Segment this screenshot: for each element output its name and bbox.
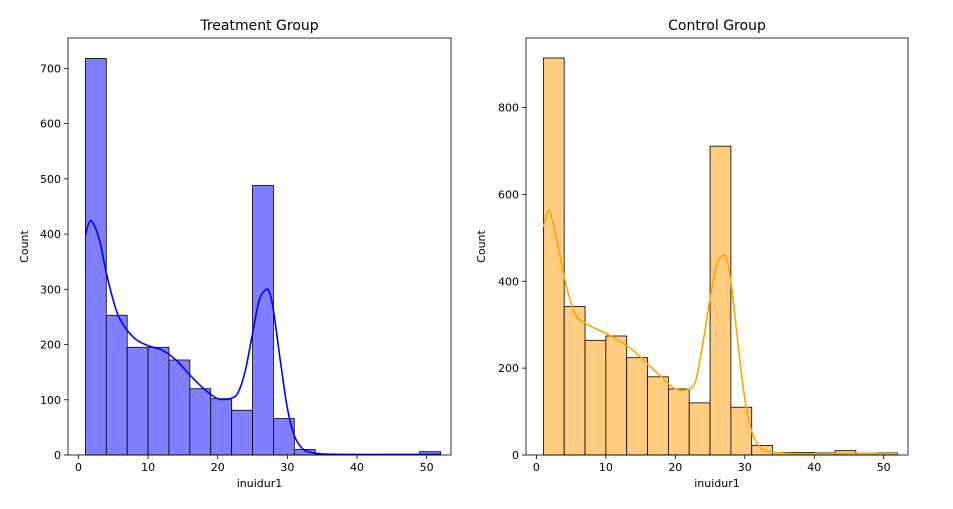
treatment-kde-curve [84, 219, 441, 456]
treatment-y-tick-label: 200 [40, 339, 61, 352]
treatment-histogram-bar [231, 409, 253, 456]
control-x-axis-label: inuidur1 [694, 477, 740, 490]
treatment-y-axis-label: Count [18, 229, 31, 262]
control-x-tick-label: 30 [738, 461, 752, 474]
control-y-tick-label: 600 [498, 188, 519, 201]
treatment-x-tick-label: 50 [420, 461, 434, 474]
control-y-ticks: 0 200 400 600 800 [498, 102, 526, 462]
control-histogram-bar [605, 335, 628, 456]
treatment-histogram-bar [105, 314, 128, 456]
treatment-y-tick-label: 100 [40, 394, 61, 407]
treatment-x-ticks: 0 10 20 30 40 50 [75, 455, 434, 474]
control-histogram-bar [751, 445, 773, 456]
treatment-y-tick-label: 700 [40, 62, 61, 75]
control-y-tick-label: 400 [498, 275, 519, 288]
control-y-tick-label: 800 [498, 102, 519, 115]
control-y-axis-label: Count [475, 229, 488, 262]
treatment-histogram-bar [189, 388, 212, 456]
control-histogram-bar [542, 57, 565, 456]
control-histogram-bar [584, 339, 607, 456]
control-x-tick-label: 50 [877, 461, 891, 474]
treatment-y-tick-label: 300 [40, 283, 61, 296]
control-histogram-bar [667, 388, 690, 456]
treatment-y-tick-label: 0 [54, 449, 61, 462]
control-histogram-bars [542, 57, 898, 456]
control-x-tick-label: 40 [807, 461, 821, 474]
control-histogram-bar [647, 376, 669, 456]
control-axes-frame [525, 37, 909, 456]
treatment-y-tick-label: 500 [40, 173, 61, 186]
control-x-tick-label: 20 [668, 461, 682, 474]
control-x-tick-label: 0 [533, 461, 540, 474]
treatment-y-ticks: 0 100 200 300 400 500 600 700 [40, 62, 68, 462]
treatment-y-tick-label: 400 [40, 228, 61, 241]
control-histogram-bar [730, 406, 753, 456]
control-y-tick-label: 200 [498, 362, 519, 375]
treatment-x-axis-label: inuidur1 [237, 477, 283, 490]
control-histogram-bar [563, 306, 586, 456]
treatment-histogram-bar [210, 398, 233, 456]
control-chart-title: Control Group [668, 18, 766, 34]
control-x-ticks: 0 10 20 30 40 50 [533, 455, 891, 474]
treatment-histogram-bars [85, 58, 441, 456]
treatment-histogram-bar [126, 346, 149, 456]
treatment-y-tick-label: 600 [40, 118, 61, 131]
control-histogram-bar [626, 357, 648, 456]
control-kde-curve [542, 209, 898, 455]
control-histogram-bar [709, 145, 732, 456]
treatment-histogram-bar [147, 346, 170, 456]
control-y-tick-label: 0 [512, 449, 519, 462]
treatment-x-tick-label: 40 [350, 461, 364, 474]
control-x-tick-label: 10 [599, 461, 613, 474]
treatment-axes-frame [67, 37, 452, 456]
treatment-x-tick-label: 0 [75, 461, 82, 474]
treatment-x-tick-label: 20 [211, 461, 225, 474]
treatment-chart-title: Treatment Group [199, 18, 318, 34]
treatment-histogram-bar [168, 359, 191, 456]
treatment-x-tick-label: 30 [280, 461, 294, 474]
control-histogram-bar [688, 402, 711, 456]
treatment-group-panel: 0 10 20 30 40 50 0 100 200 300 400 500 600 700 Treat… [18, 18, 452, 490]
treatment-x-tick-label: 10 [141, 461, 155, 474]
